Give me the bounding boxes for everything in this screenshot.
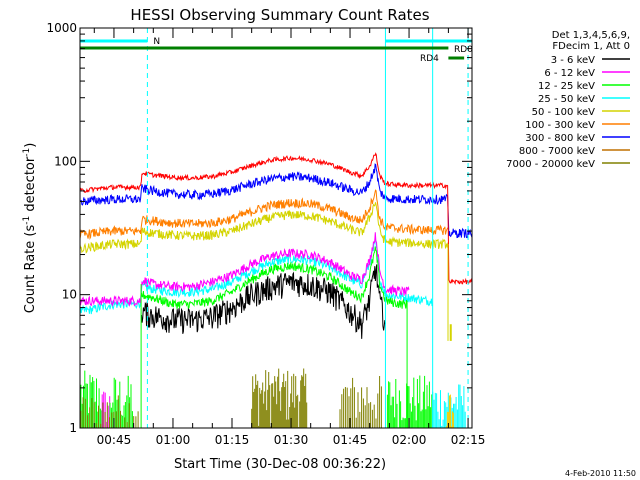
y-tick-label-1: 10: [62, 288, 77, 302]
x-tick-label-4: 01:45: [333, 433, 368, 447]
series-3-6-line: [141, 264, 386, 339]
series-12-25-line: [141, 246, 408, 311]
low-band-7000-mid: [251, 368, 308, 428]
y-axis-label-end: ): [23, 143, 38, 148]
plot-frame: [79, 27, 473, 429]
legend-label-2: 12 - 25 keV: [538, 81, 595, 92]
low-band-12-25-right: [386, 375, 433, 428]
series-50-100-line: [79, 202, 449, 254]
series-100-300-line: [79, 189, 449, 241]
series-6-12-line: [79, 232, 410, 308]
y-tick-label-3: 1000: [46, 21, 77, 35]
series-300-800-line: [79, 163, 473, 239]
series-25-50-line: [79, 238, 433, 315]
legend-label-8: 7000 - 20000 keV: [506, 159, 595, 170]
x-tick-label-1: 01:00: [156, 433, 191, 447]
flag-label-rd0: RD0: [454, 45, 473, 55]
x-tick-label-5: 02:00: [392, 433, 427, 447]
legend-label-3: 25 - 50 keV: [538, 94, 595, 105]
low-band-7000-right: [337, 376, 382, 428]
y-axis-label: Count Rate (s-1 detector-1): [22, 143, 38, 314]
series-red-line: [79, 152, 473, 285]
legend-label-5: 100 - 300 keV: [525, 120, 595, 131]
x-axis-label: Start Time (30-Dec-08 00:36:22): [174, 457, 386, 472]
flag-label-n: N: [153, 37, 160, 47]
y-tick-label-2: 100: [54, 154, 77, 168]
x-tick-label-6: 02:15: [451, 433, 486, 447]
y-tick-label-0: 1: [69, 421, 77, 435]
legend-label-4: 50 - 100 keV: [532, 107, 596, 118]
legend-header-0: Det 1,3,4,5,6,9,: [552, 30, 630, 41]
y-axis-label-mid: detector: [23, 156, 38, 216]
low-band-6-12-left: [101, 391, 111, 428]
legend-label-1: 6 - 12 keV: [544, 68, 595, 79]
legend-header-1: FDecim 1, Att 0: [552, 41, 630, 52]
legend-label-0: 3 - 6 keV: [551, 55, 595, 66]
y-axis-label-sup2: -1: [22, 148, 32, 157]
date-stamp: 4-Feb-2010 11:50: [565, 469, 636, 478]
y-axis-label-sup1: -1: [22, 216, 32, 225]
legend: Det 1,3,4,5,6,9,FDecim 1, Att 0 3 - 6 keV…: [506, 30, 630, 170]
plot-area: N RD0 RD4: [79, 28, 473, 428]
legend-label-6: 300 - 800 keV: [525, 133, 595, 144]
y-axis-label-main: Count Rate (s: [23, 225, 38, 314]
x-tick-label-0: 00:45: [97, 433, 132, 447]
low-band-7000-left: [80, 395, 139, 428]
x-tick-label-3: 01:30: [274, 433, 309, 447]
chart-title: HESSI Observing Summary Count Rates: [130, 6, 429, 24]
axes: 1 10 100 1000 00:45 01:00 01:15 01:30 01:45 02:00…: [46, 21, 485, 447]
flag-label-rd4: RD4: [420, 54, 439, 64]
legend-label-7: 800 - 7000 keV: [519, 146, 595, 157]
x-tick-label-2: 01:15: [215, 433, 250, 447]
